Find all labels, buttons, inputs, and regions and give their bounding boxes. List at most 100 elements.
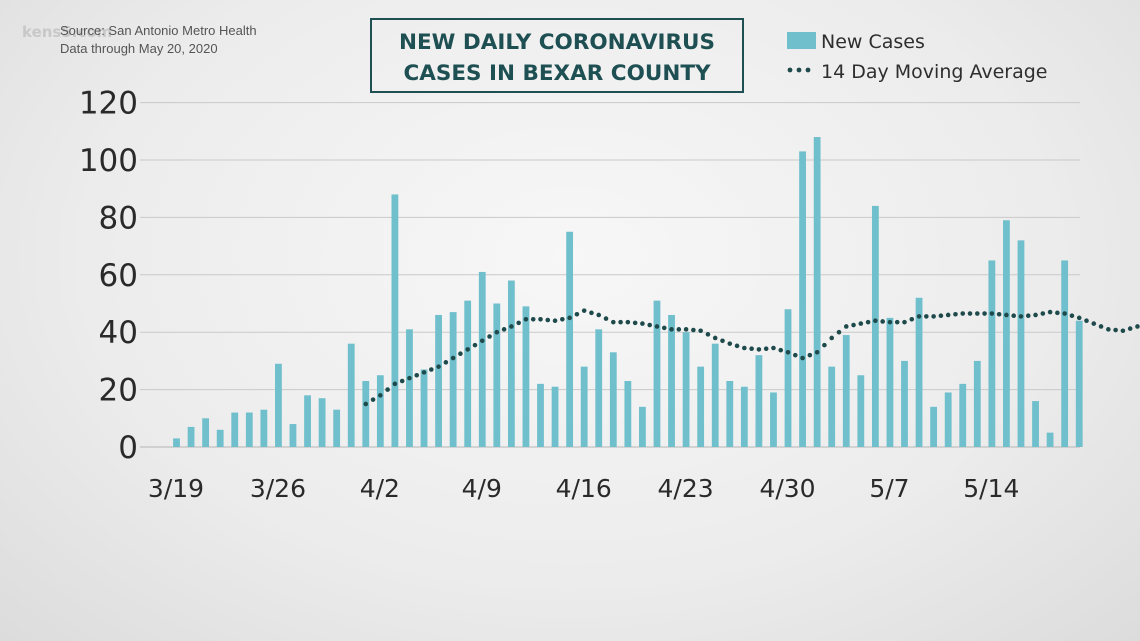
bar [347,343,355,447]
average-point [625,319,631,325]
average-point [742,345,747,351]
average-point [538,316,543,322]
bar [420,369,428,447]
average-point [487,334,492,339]
average-point [1098,324,1104,329]
y-axis-ticks: 0 20 40 60 80 100 120 [79,86,138,466]
bar [711,343,719,447]
average-point [924,314,929,319]
average-point [611,319,616,325]
bar [333,409,341,447]
average-point [785,349,791,355]
average-point [727,341,733,346]
bar [566,231,574,447]
bar [726,380,734,447]
bar [245,412,253,447]
y-tick-label: 120 [79,86,138,122]
moving-average-line [363,308,1140,407]
average-point [902,319,907,325]
average-point [458,351,463,357]
average-point [676,327,682,332]
average-point [472,342,478,348]
bar [435,314,442,447]
average-point [712,335,718,341]
bar [1003,220,1010,447]
average-point [931,314,936,319]
bar [1017,240,1025,447]
bar [930,406,938,447]
bar [551,386,559,447]
average-point [618,319,623,325]
bar [697,366,705,447]
average-point [1084,318,1089,324]
average-point [916,314,922,319]
y-tick-label: 100 [79,143,138,179]
average-point [378,393,383,398]
average-point [996,311,1002,317]
x-tick-label: 3/19 [148,474,204,503]
bar [202,418,210,447]
bar [507,280,515,447]
bar [1032,401,1039,447]
x-tick-label: 4/23 [658,474,714,503]
average-point [1106,327,1111,332]
average-point [793,352,798,358]
bar [231,412,239,447]
bar [668,314,675,447]
average-point [938,313,944,319]
average-point [1025,313,1031,319]
average-point [560,316,565,322]
average-point [1040,311,1046,316]
average-point [450,355,456,361]
legend-new-cases: New Cases [821,31,925,53]
bar [464,300,472,447]
average-point [756,347,762,352]
bars [173,137,1083,448]
bar [1061,260,1069,447]
average-point [436,364,441,369]
bar [595,329,603,447]
bar [784,309,792,447]
bar [216,429,224,447]
bar [653,300,661,447]
average-point [589,310,594,316]
average-point [501,327,507,332]
average-point [836,329,842,335]
average-point [414,372,420,378]
average-point [865,319,871,325]
average-point [1011,313,1016,319]
average-point [858,321,864,326]
average-point [880,319,885,324]
bar [187,426,195,447]
average-point [851,322,856,328]
gridlines [140,102,1080,448]
x-tick-label: 3/26 [250,474,306,503]
y-tick-label: 0 [118,430,138,466]
average-point [843,324,849,329]
average-point [749,346,754,352]
x-axis-ticks: 3/19 3/26 4/2 4/9 4/16 4/23 4/30 5/7 5/14 [148,474,1020,503]
bar [901,360,908,447]
y-tick-label: 80 [99,200,138,236]
average-point [399,378,405,384]
y-tick-label: 40 [99,315,138,351]
average-point [683,327,689,332]
average-point [720,338,725,344]
average-point [1033,312,1038,318]
average-point [822,342,827,348]
average-point [654,324,660,329]
average-point [530,316,536,322]
average-point [632,320,638,326]
average-point [1135,324,1140,329]
bar [406,329,413,447]
average-point [691,327,696,333]
average-point [705,332,711,337]
bar [260,409,268,447]
average-point [392,381,398,387]
average-point [523,316,529,322]
bar [391,194,399,447]
bar [871,205,879,447]
bar [740,386,748,447]
average-point [829,335,834,341]
average-point [989,311,995,316]
